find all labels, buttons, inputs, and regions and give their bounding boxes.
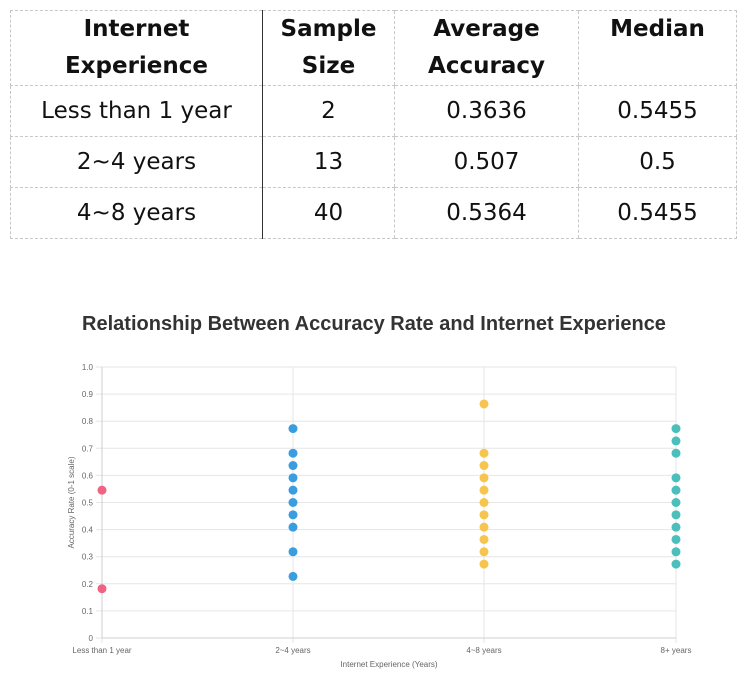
summary-table: Internet Experience Sample Size Average Acc…	[10, 10, 737, 239]
y-tick-label: 0.9	[82, 390, 94, 399]
y-tick-label: 0.5	[82, 499, 94, 508]
x-tick-label: Less than 1 year	[72, 646, 131, 655]
scatter-point	[288, 473, 298, 483]
cell-median: 0.5455	[578, 85, 737, 137]
scatter-point	[479, 498, 489, 507]
cell-average-accuracy: 0.3636	[394, 85, 579, 137]
cell-sample-size: 40	[262, 187, 395, 239]
y-tick-label: 0.2	[82, 580, 94, 589]
y-tick-label: 0.6	[82, 471, 94, 480]
scatter-point	[288, 510, 298, 520]
y-tick-label: 0.1	[82, 607, 94, 616]
table-row: 4~8 years 40 0.5364 0.5455	[10, 187, 737, 239]
x-tick-label: 2~4 years	[275, 646, 310, 655]
scatter-point	[479, 461, 489, 471]
scatter-point	[288, 485, 298, 495]
header-median: Median	[578, 10, 737, 86]
scatter-point	[288, 571, 298, 581]
scatter-point	[288, 547, 298, 557]
scatter-point	[288, 498, 298, 507]
scatter-point	[479, 399, 489, 409]
y-tick-label: 0.3	[82, 553, 94, 562]
scatter-point	[671, 498, 681, 507]
scatter-point	[288, 522, 298, 532]
x-axis-title: Internet Experience (Years)	[340, 660, 437, 669]
cell-average-accuracy: 0.507	[394, 136, 579, 188]
scatter-point	[671, 547, 681, 557]
scatter-point	[288, 424, 298, 434]
scatter-chart: 0 0.1 0.2 0.3 0.4 0.5 0.6 0.7 0.8 0.9 1.0 Less than…	[67, 363, 692, 669]
scatter-point	[671, 522, 681, 532]
scatter-point	[671, 485, 681, 495]
scatter-point	[479, 547, 489, 557]
y-tick-label: 0.8	[82, 417, 94, 426]
y-tick-label: 1.0	[82, 363, 94, 372]
y-tick-label: 0.7	[82, 444, 94, 453]
scatter-point	[671, 424, 681, 434]
cell-median: 0.5455	[578, 187, 737, 239]
scatter-point	[479, 510, 489, 520]
scatter-point	[479, 559, 489, 569]
cell-experience: Less than 1 year	[10, 85, 263, 137]
y-axis-title: Accuracy Rate (0-1 scale)	[67, 456, 76, 548]
table-header-row: Internet Experience Sample Size Average Acc…	[10, 10, 737, 86]
scatter-point	[479, 522, 489, 532]
cell-experience: 2~4 years	[10, 136, 263, 188]
table-row: 2~4 years 13 0.507 0.5	[10, 136, 737, 188]
y-tick-label: 0	[89, 634, 94, 643]
cell-sample-size: 13	[262, 136, 395, 188]
scatter-point	[671, 510, 681, 520]
scatter-point	[671, 448, 681, 458]
header-sample-size: Sample Size	[262, 10, 395, 86]
scatter-point	[671, 534, 681, 544]
scatter-point	[479, 473, 489, 483]
scatter-point	[97, 584, 107, 594]
scatter-point	[479, 534, 489, 544]
scatter-point	[671, 559, 681, 569]
x-tick-label: 8+ years	[661, 646, 692, 655]
cell-average-accuracy: 0.5364	[394, 187, 579, 239]
scatter-point	[288, 461, 298, 471]
scatter-point	[479, 485, 489, 495]
scatter-point	[671, 473, 681, 483]
header-internet-experience: Internet Experience	[10, 10, 263, 86]
cell-experience: 4~8 years	[10, 187, 263, 239]
table-row: Less than 1 year 2 0.3636 0.5455	[10, 85, 737, 137]
scatter-point	[97, 485, 107, 495]
scatter-point	[288, 448, 298, 458]
x-tick-label: 4~8 years	[466, 646, 501, 655]
cell-sample-size: 2	[262, 85, 395, 137]
chart-title: Relationship Between Accuracy Rate and I…	[82, 313, 666, 335]
y-tick-label: 0.4	[82, 526, 94, 535]
scatter-point	[479, 448, 489, 458]
header-average-accuracy: Average Accuracy	[394, 10, 579, 86]
cell-median: 0.5	[578, 136, 737, 188]
scatter-point	[671, 436, 681, 446]
